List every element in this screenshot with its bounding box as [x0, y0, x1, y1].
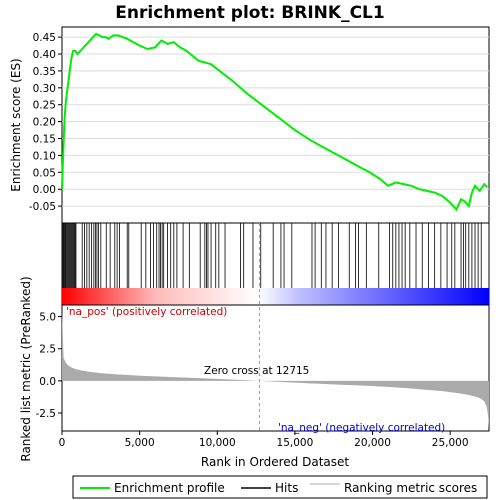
enrichment-y-tick-label: 0.20 [33, 117, 56, 129]
correlation-color-band [62, 288, 489, 305]
ranking-x-tick-label: 20,000 [354, 437, 391, 449]
legend-label-hits: Hits [275, 481, 298, 495]
enrichment-y-tick-label: 0.35 [33, 66, 56, 78]
enrichment-y-tick-label: 0.25 [33, 100, 56, 112]
ranking-y-axis-label: Ranked list metric (PreRanked) [19, 276, 33, 461]
enrichment-y-tick-label: 0.45 [33, 32, 56, 44]
ranking-plot-area [61, 304, 490, 432]
ranking-y-tick-label: 0.0 [39, 376, 56, 388]
legend-label-ranking: Ranking metric scores [344, 481, 477, 495]
ranking-x-axis-label: Rank in Ordered Dataset [201, 455, 349, 469]
ranking-y-ticks: 5.0 2.5 0.0 -2.5 [36, 312, 62, 420]
hits-panel [61, 222, 490, 306]
enrichment-y-tick-label: 0.10 [33, 150, 56, 162]
ranking-y-tick-label: 2.5 [39, 344, 56, 356]
enrichment-y-ticks: 0.45 0.40 0.35 0.30 0.25 0.20 0.15 0.10 0.05 0.00… [29, 32, 62, 213]
enrichment-plot-area [61, 26, 490, 224]
ranking-x-tick-label: 15,000 [277, 437, 314, 449]
enrichment-y-tick-label: 0.00 [33, 184, 56, 196]
enrichment-y-tick-label: 0.15 [33, 134, 56, 146]
enrichment-panel: 0.45 0.40 0.35 0.30 0.25 0.20 0.15 0.10 0.05 0.00… [9, 26, 490, 224]
enrichment-y-tick-label: 0.30 [33, 83, 56, 95]
chart-title: Enrichment plot: BRINK_CL1 [115, 3, 384, 23]
legend: Enrichment profile Hits Ranking metric s… [72, 475, 488, 499]
ranking-y-tick-label: 5.0 [39, 312, 56, 324]
hit-markers [62, 223, 482, 288]
ranking-x-tick-label: 10,000 [199, 437, 236, 449]
legend-label-enrichment: Enrichment profile [114, 481, 225, 495]
zero-cross-label: Zero cross at 12715 [204, 365, 309, 377]
negative-correlation-label: 'na_neg' (negatively correlated) [278, 422, 445, 434]
enrichment-y-tick-label: -0.05 [29, 201, 56, 213]
ranking-y-tick-label: -2.5 [36, 408, 57, 420]
ranking-x-tick-label: 5,000 [125, 437, 155, 449]
ranking-x-tick-label: 25,000 [432, 437, 469, 449]
ranking-x-ticks: 0 5,000 10,000 15,000 20,000 25,000 [59, 431, 469, 449]
ranking-x-tick-label: 0 [59, 437, 66, 449]
positive-correlation-label: 'na_pos' (positively correlated) [66, 306, 227, 318]
enrichment-profile-line [61, 32, 489, 212]
enrichment-y-tick-label: 0.05 [33, 167, 56, 179]
ranking-panel: 5.0 2.5 0.0 -2.5 0 5,000 10,000 15,000 20,000 25… [19, 223, 490, 469]
legend-box [72, 475, 488, 499]
enrichment-y-tick-label: 0.40 [33, 49, 56, 61]
enrichment-y-axis-label: Enrichment score (ES) [9, 58, 23, 191]
